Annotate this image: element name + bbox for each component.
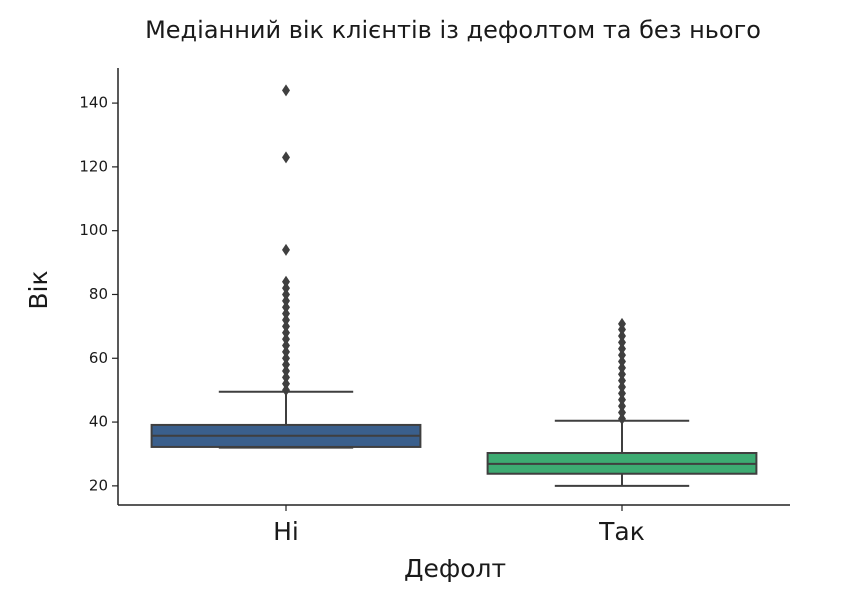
outlier bbox=[618, 349, 626, 362]
outlier bbox=[282, 301, 290, 314]
outlier bbox=[282, 333, 290, 346]
outlier bbox=[618, 368, 626, 381]
outlier bbox=[618, 387, 626, 400]
outlier bbox=[282, 371, 290, 384]
outlier bbox=[282, 326, 290, 339]
outlier bbox=[282, 243, 290, 256]
outlier bbox=[618, 361, 626, 374]
y-tick-label: 80 bbox=[89, 285, 108, 303]
outlier bbox=[282, 345, 290, 358]
x-axis-label: Дефолт bbox=[404, 554, 506, 583]
outlier bbox=[618, 336, 626, 349]
outlier bbox=[618, 412, 626, 425]
y-tick-label: 60 bbox=[89, 349, 108, 367]
y-tick-label: 40 bbox=[89, 413, 108, 431]
outlier bbox=[282, 307, 290, 320]
outlier bbox=[282, 358, 290, 371]
y-tick-label: 20 bbox=[89, 476, 108, 494]
outlier bbox=[618, 406, 626, 419]
outlier bbox=[282, 339, 290, 352]
x-tick-label: Ні bbox=[273, 517, 299, 546]
y-tick-label: 120 bbox=[79, 157, 108, 175]
outlier bbox=[282, 282, 290, 295]
outlier bbox=[282, 320, 290, 333]
outlier bbox=[618, 400, 626, 413]
outlier bbox=[618, 380, 626, 393]
outlier bbox=[282, 275, 290, 288]
outlier bbox=[282, 294, 290, 307]
outlier bbox=[282, 84, 290, 97]
outlier bbox=[618, 329, 626, 342]
outlier bbox=[618, 393, 626, 406]
outlier bbox=[282, 352, 290, 365]
outlier bbox=[282, 377, 290, 390]
outlier bbox=[282, 288, 290, 301]
y-axis-label: Вік bbox=[24, 270, 53, 309]
x-tick-label: Так bbox=[598, 517, 645, 546]
outlier bbox=[618, 374, 626, 387]
chart-title: Медіанний вік клієнтів із дефолтом та бе… bbox=[145, 16, 761, 44]
outlier bbox=[618, 355, 626, 368]
outlier bbox=[282, 313, 290, 326]
y-tick-label: 140 bbox=[79, 94, 108, 112]
outlier bbox=[282, 384, 290, 397]
outlier bbox=[618, 317, 626, 330]
outlier bbox=[282, 365, 290, 378]
y-tick-label: 100 bbox=[79, 221, 108, 239]
outlier bbox=[618, 342, 626, 355]
outlier bbox=[282, 151, 290, 164]
